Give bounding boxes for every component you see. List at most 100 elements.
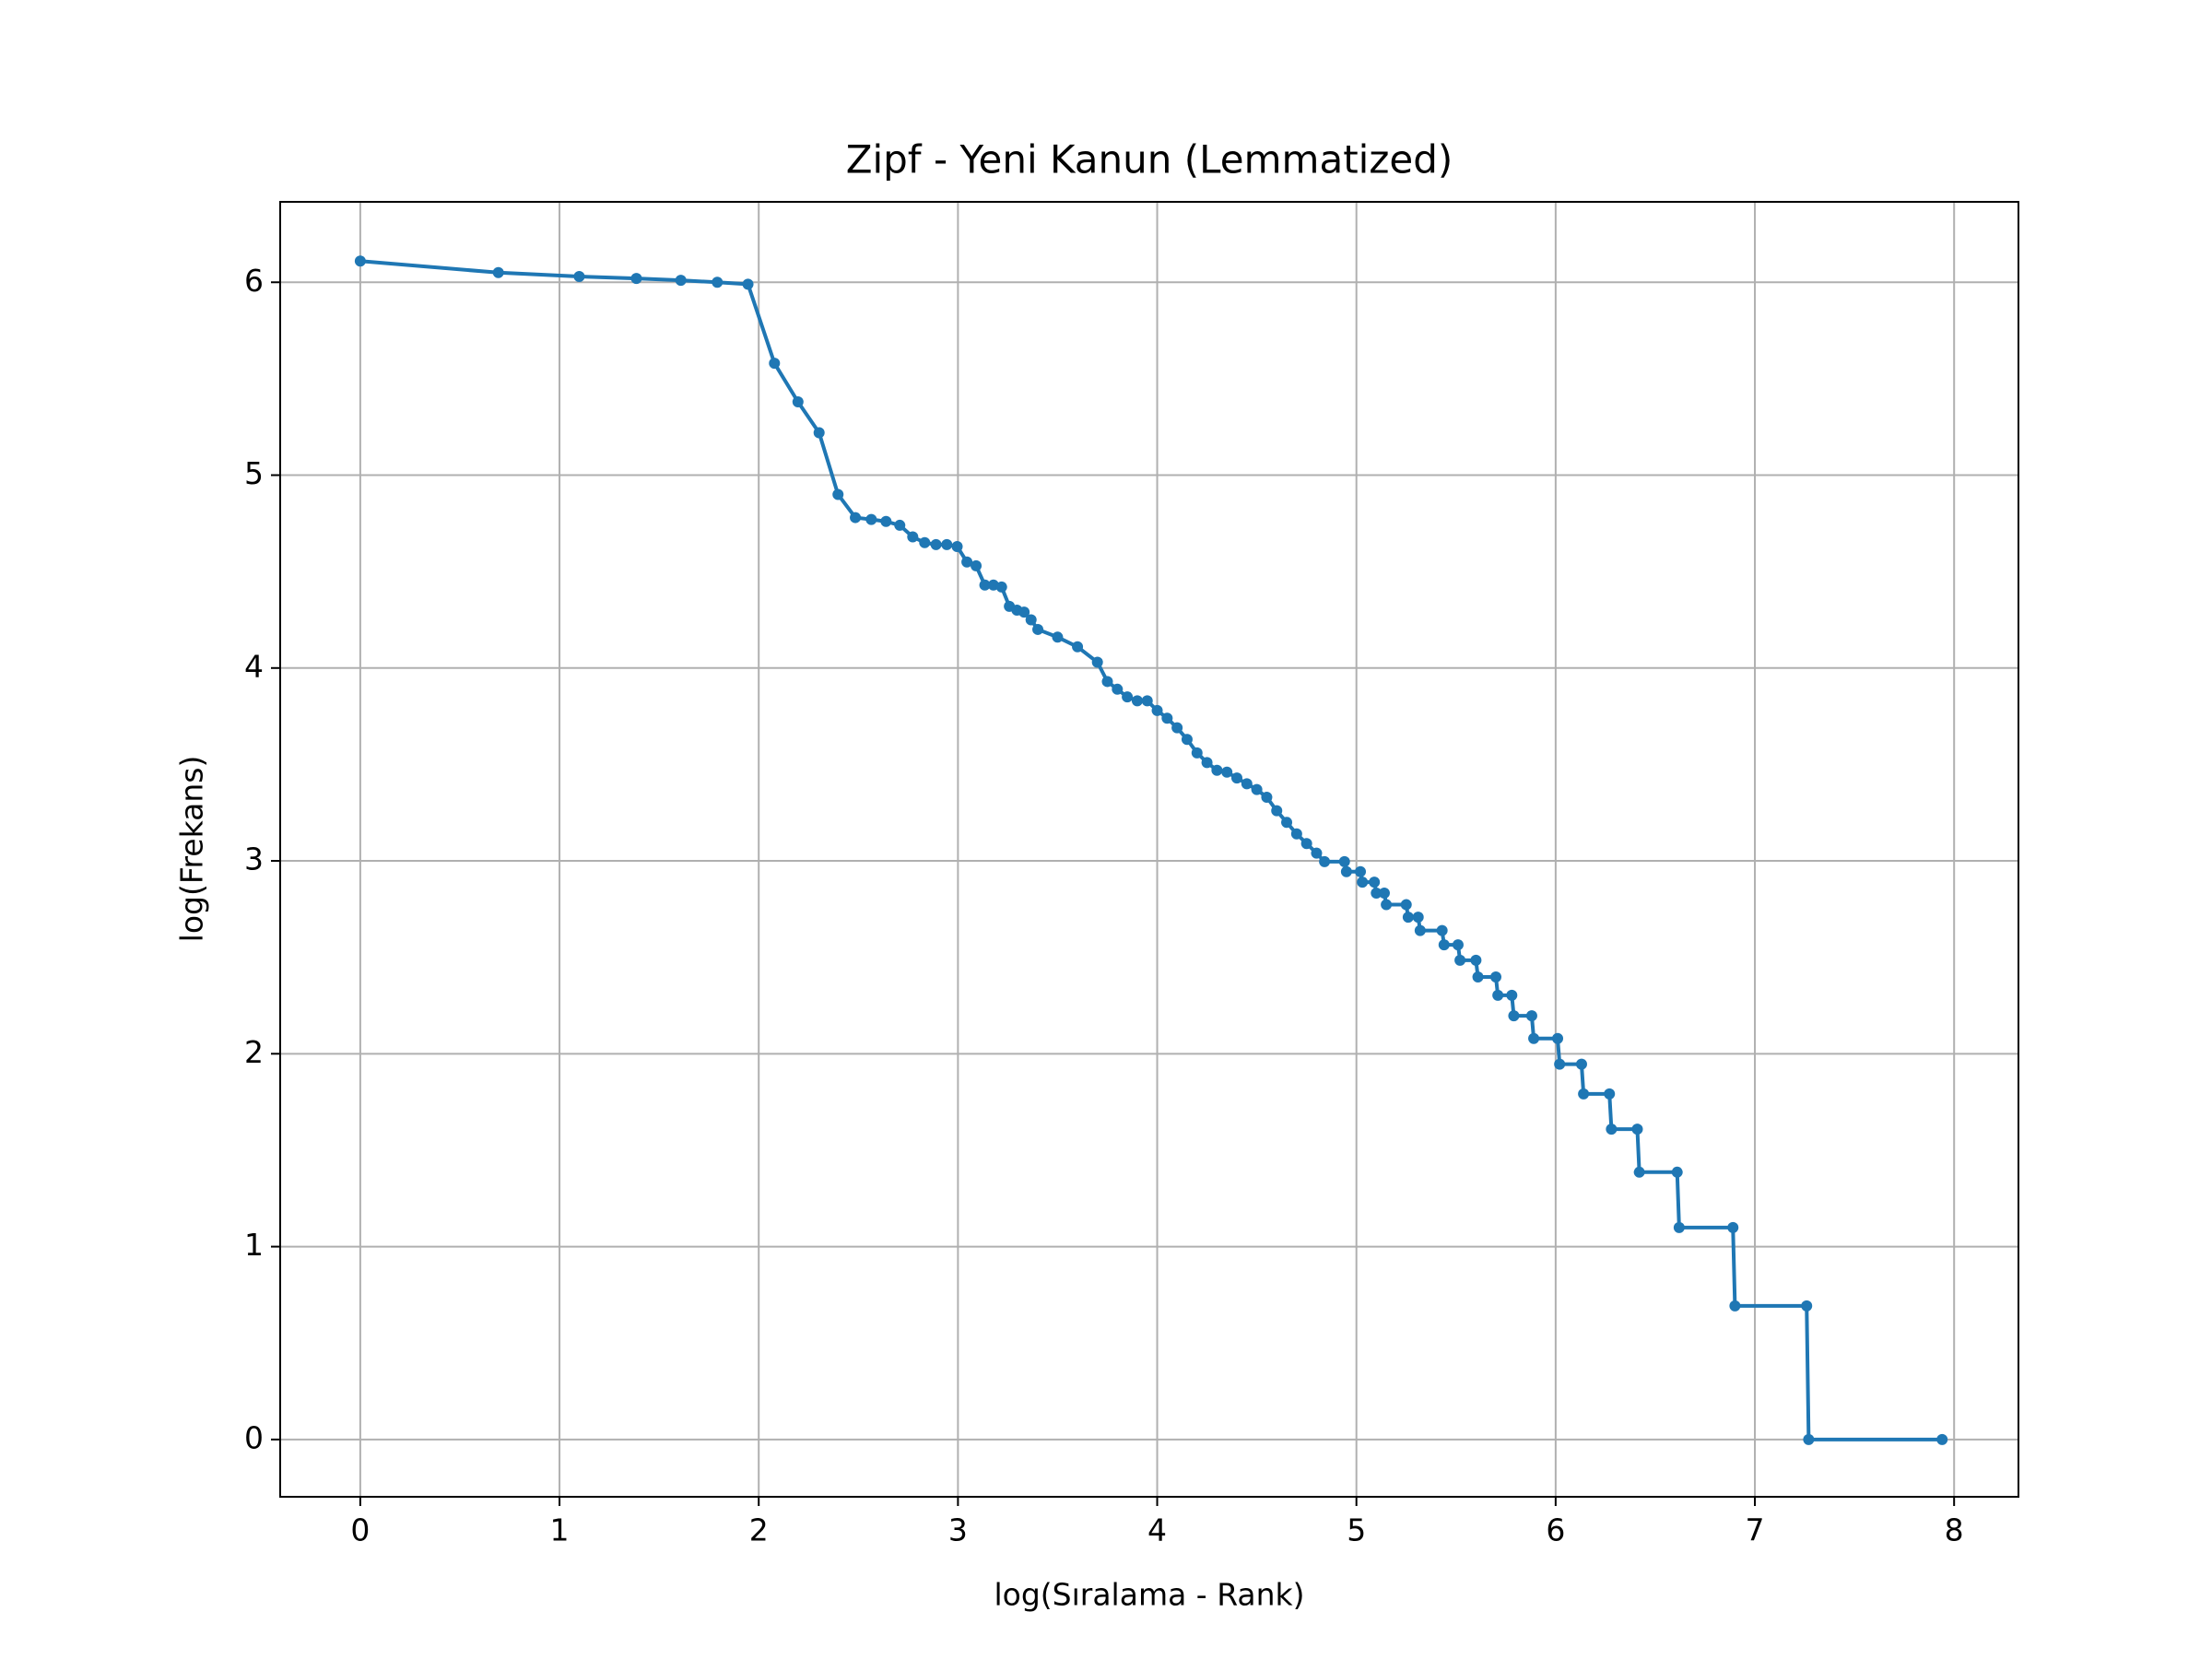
marker xyxy=(930,538,942,550)
marker xyxy=(792,396,804,408)
x-tick-label: 0 xyxy=(350,1512,370,1548)
marker xyxy=(492,266,504,278)
marker xyxy=(712,276,724,288)
marker xyxy=(1101,676,1113,688)
x-tick-label: 6 xyxy=(1546,1512,1565,1548)
x-tick-label: 5 xyxy=(1347,1512,1366,1548)
marker xyxy=(961,556,973,568)
marker xyxy=(1018,606,1030,618)
marker xyxy=(1803,1433,1815,1445)
marker xyxy=(1290,828,1302,840)
x-tick-label: 3 xyxy=(948,1512,968,1548)
marker xyxy=(919,536,931,548)
y-tick-label: 6 xyxy=(244,263,264,299)
marker xyxy=(1729,1300,1741,1312)
marker xyxy=(1338,855,1350,867)
marker xyxy=(1436,924,1448,936)
marker xyxy=(1161,712,1173,724)
marker xyxy=(951,540,963,552)
y-axis-label: log(Frekans) xyxy=(174,756,210,943)
marker xyxy=(1673,1221,1685,1233)
marker xyxy=(979,579,991,591)
marker xyxy=(1355,865,1367,877)
marker xyxy=(1181,734,1193,746)
marker xyxy=(573,270,585,282)
marker xyxy=(1369,877,1381,888)
marker xyxy=(1490,971,1502,983)
y-tick-label: 1 xyxy=(244,1227,264,1263)
marker xyxy=(1371,888,1382,900)
marker xyxy=(1251,783,1263,795)
y-tick-label: 4 xyxy=(244,648,264,684)
marker xyxy=(865,513,877,525)
marker xyxy=(1492,989,1504,1001)
marker xyxy=(1402,912,1414,924)
marker xyxy=(1171,722,1183,734)
y-tick-label: 2 xyxy=(244,1034,264,1070)
marker xyxy=(630,273,642,285)
marker xyxy=(1319,855,1331,867)
y-tick-label: 0 xyxy=(244,1419,264,1455)
marker xyxy=(1201,757,1213,769)
marker xyxy=(1261,791,1273,803)
marker xyxy=(1357,877,1369,888)
marker xyxy=(1072,641,1084,653)
marker xyxy=(995,581,1007,593)
marker xyxy=(1241,778,1253,790)
marker xyxy=(354,255,366,267)
marker xyxy=(1438,939,1450,951)
marker xyxy=(1414,924,1426,936)
x-tick-label: 7 xyxy=(1746,1512,1765,1548)
marker xyxy=(1221,766,1233,778)
marker xyxy=(1525,1010,1537,1022)
marker xyxy=(1052,631,1064,643)
marker xyxy=(1412,912,1424,924)
marker xyxy=(1340,865,1352,877)
marker xyxy=(1025,614,1037,626)
marker xyxy=(1271,805,1283,817)
marker xyxy=(1452,939,1464,951)
marker xyxy=(675,275,687,287)
y-tick-label: 5 xyxy=(244,455,264,491)
marker xyxy=(1454,954,1466,966)
marker xyxy=(1506,989,1518,1001)
marker xyxy=(1381,899,1393,911)
marker xyxy=(1472,971,1484,983)
marker xyxy=(1122,691,1134,703)
marker xyxy=(907,531,919,543)
marker xyxy=(1131,695,1143,707)
marker xyxy=(1032,623,1044,635)
plot-frame xyxy=(279,201,2019,1498)
marker xyxy=(1554,1058,1566,1070)
x-tick-label: 1 xyxy=(550,1512,570,1548)
marker xyxy=(832,488,844,500)
marker xyxy=(1578,1088,1590,1100)
marker xyxy=(1400,899,1412,911)
marker xyxy=(1801,1300,1813,1312)
y-tick-label: 3 xyxy=(244,841,264,877)
marker xyxy=(1633,1166,1645,1178)
marker xyxy=(1470,954,1482,966)
marker xyxy=(971,559,982,571)
marker xyxy=(850,512,862,524)
chart-title: Zipf - Yeni Kanun (Lemmatized) xyxy=(846,137,1453,182)
marker xyxy=(1300,838,1312,850)
marker xyxy=(742,278,754,290)
marker xyxy=(1631,1124,1643,1135)
marker xyxy=(1151,704,1163,716)
marker xyxy=(1671,1166,1683,1178)
marker xyxy=(813,427,825,439)
marker xyxy=(1141,695,1153,707)
marker xyxy=(1936,1433,1948,1445)
x-tick-label: 2 xyxy=(749,1512,769,1548)
marker xyxy=(1091,656,1103,668)
marker xyxy=(769,358,781,370)
marker xyxy=(1378,888,1390,900)
marker xyxy=(1528,1032,1540,1044)
marker xyxy=(1231,772,1243,784)
marker xyxy=(1575,1058,1587,1070)
marker xyxy=(1508,1010,1520,1022)
marker xyxy=(1311,847,1323,859)
